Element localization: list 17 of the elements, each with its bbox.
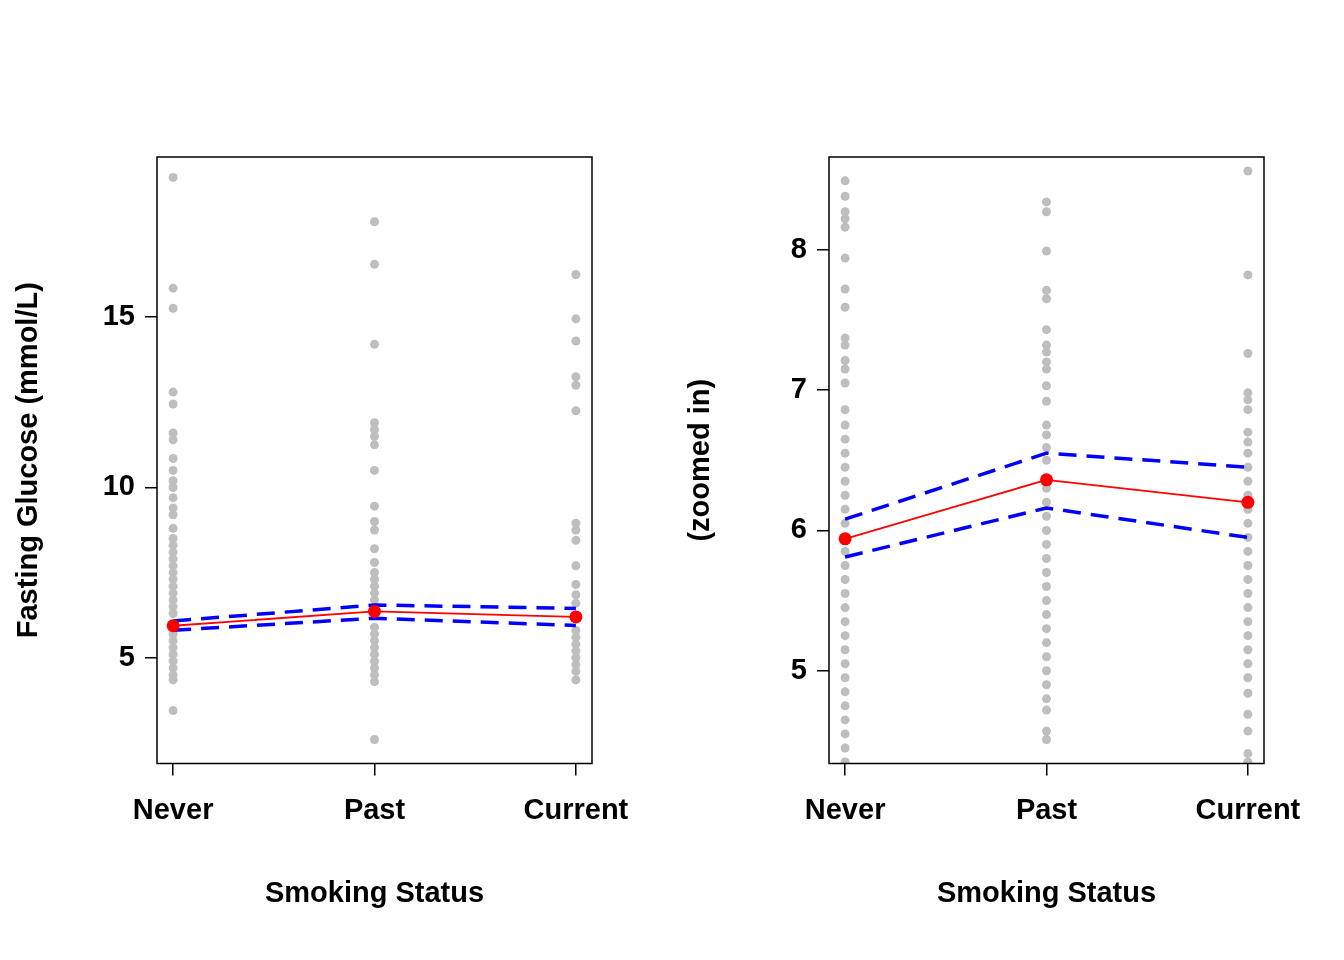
y-axis-title: Fasting Glucose (mmol/L) [11, 282, 44, 639]
y-tick-label: 6 [790, 512, 807, 545]
x-axis-title: Smoking Status [936, 875, 1157, 908]
x-axis-title: Smoking Status [264, 875, 485, 908]
x-tick-label: Current [523, 792, 629, 825]
y-tick-label: 8 [790, 231, 807, 264]
x-tick-label: Never [804, 792, 886, 825]
x-tick-label: Past [1015, 792, 1078, 825]
y-tick-label: 5 [790, 652, 807, 685]
y-tick-label: 5 [118, 639, 135, 672]
x-tick-label: Never [132, 792, 214, 825]
x-tick-label: Current [1195, 792, 1301, 825]
y-tick-label: 7 [790, 372, 807, 405]
y-axis-title: (zoomed in) [683, 378, 716, 542]
y-tick-label: 15 [102, 299, 135, 332]
y-tick-label: 10 [102, 469, 135, 502]
x-tick-label: Past [343, 792, 406, 825]
